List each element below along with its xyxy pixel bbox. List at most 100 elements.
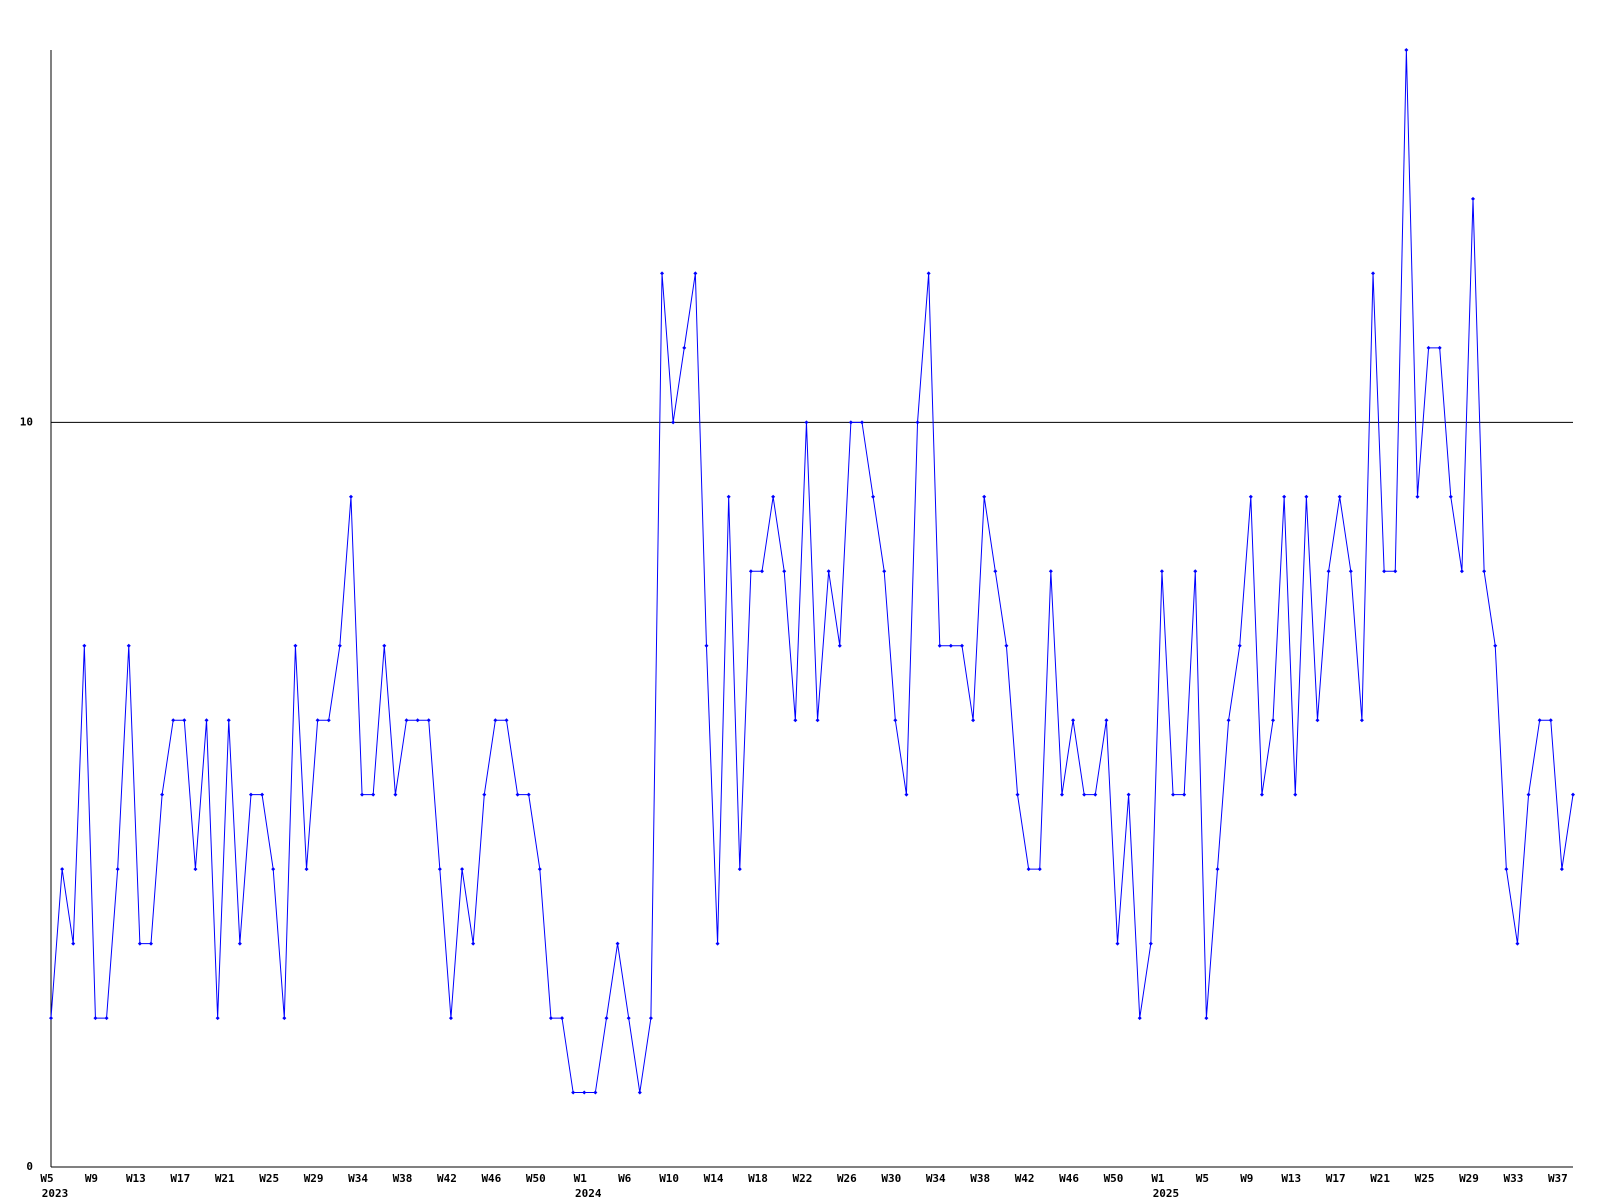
data-point [1504,867,1509,872]
data-point [1048,569,1053,574]
data-point [1404,48,1409,52]
data-point [248,792,253,797]
data-point [315,718,320,723]
data-point [648,1016,653,1021]
data-point [371,792,376,797]
data-point [848,420,853,425]
data-point [282,1016,287,1021]
x-tick-label: W38 [393,1172,413,1185]
data-point [804,420,809,425]
data-point [1015,792,1020,797]
data-point [682,345,687,350]
data-point [582,1090,587,1095]
data-point [1248,494,1253,499]
x-year-label: 2023 [42,1187,69,1200]
data-point [1415,494,1420,499]
x-tick-label: W50 [526,1172,546,1185]
data-point [93,1016,98,1021]
x-tick-label: W42 [1015,1172,1035,1185]
data-point [1515,941,1520,946]
x-tick-label: W18 [748,1172,768,1185]
x-tick-label: W25 [259,1172,279,1185]
data-point [1115,941,1120,946]
data-point [215,1016,220,1021]
data-point [337,643,342,648]
x-tick-label: W17 [1326,1172,1346,1185]
data-point [137,941,142,946]
data-point [237,941,242,946]
data-point [859,420,864,425]
data-point [382,643,387,648]
data-point [104,1016,109,1021]
data-point [182,718,187,723]
data-point [1204,1016,1209,1021]
data-point [271,867,276,872]
data-point [437,867,442,872]
data-point [204,718,209,723]
data-point [871,494,876,499]
x-tick-label: W26 [837,1172,857,1185]
data-point [1226,718,1231,723]
data-point [1348,569,1353,574]
x-year-label: 2024 [575,1187,602,1200]
data-point [1548,718,1553,723]
data-point [415,718,420,723]
data-point [959,643,964,648]
data-point [1259,792,1264,797]
data-point [715,941,720,946]
data-point [815,718,820,723]
x-tick-label: W9 [1240,1172,1253,1185]
data-point [1393,569,1398,574]
data-point [193,867,198,872]
data-point [1026,867,1031,872]
data-point [637,1090,642,1095]
data-point [704,643,709,648]
data-point [1304,494,1309,499]
x-tick-label: W5 [40,1172,53,1185]
data-point [515,792,520,797]
data-point [360,792,365,797]
data-point [948,643,953,648]
x-tick-label: W42 [437,1172,457,1185]
y-tick-label: 0 [26,1160,33,1173]
data-point [482,792,487,797]
x-tick-label: W5 [1196,1172,1209,1185]
data-point [1237,643,1242,648]
data-point [560,1016,565,1021]
x-tick-label: W29 [304,1172,324,1185]
x-tick-label: W21 [215,1172,235,1185]
data-point [1171,792,1176,797]
data-point [1215,867,1220,872]
data-line [50,49,1574,1094]
data-point [1148,941,1153,946]
data-point [1104,718,1109,723]
x-tick-label: W29 [1459,1172,1479,1185]
x-tick-label: W10 [659,1172,679,1185]
data-point [571,1090,576,1095]
data-point [160,792,165,797]
data-point [626,1016,631,1021]
x-tick-label: W38 [970,1172,990,1185]
data-point [1071,718,1076,723]
x-tick-label: W46 [481,1172,501,1185]
data-point [1426,345,1431,350]
data-point [1559,867,1564,872]
data-point [1326,569,1331,574]
data-point [71,941,76,946]
data-point [893,718,898,723]
data-point [1193,569,1198,574]
x-tick-label: W14 [704,1172,724,1185]
data-point [926,271,931,276]
data-point [793,718,798,723]
data-point [1082,792,1087,797]
data-point [660,271,665,276]
data-point [548,1016,553,1021]
data-point [493,718,498,723]
x-tick-label: W22 [793,1172,813,1185]
data-point [226,718,231,723]
data-point [148,941,153,946]
data-point [604,1016,609,1021]
data-point [1537,718,1542,723]
data-point [126,643,131,648]
